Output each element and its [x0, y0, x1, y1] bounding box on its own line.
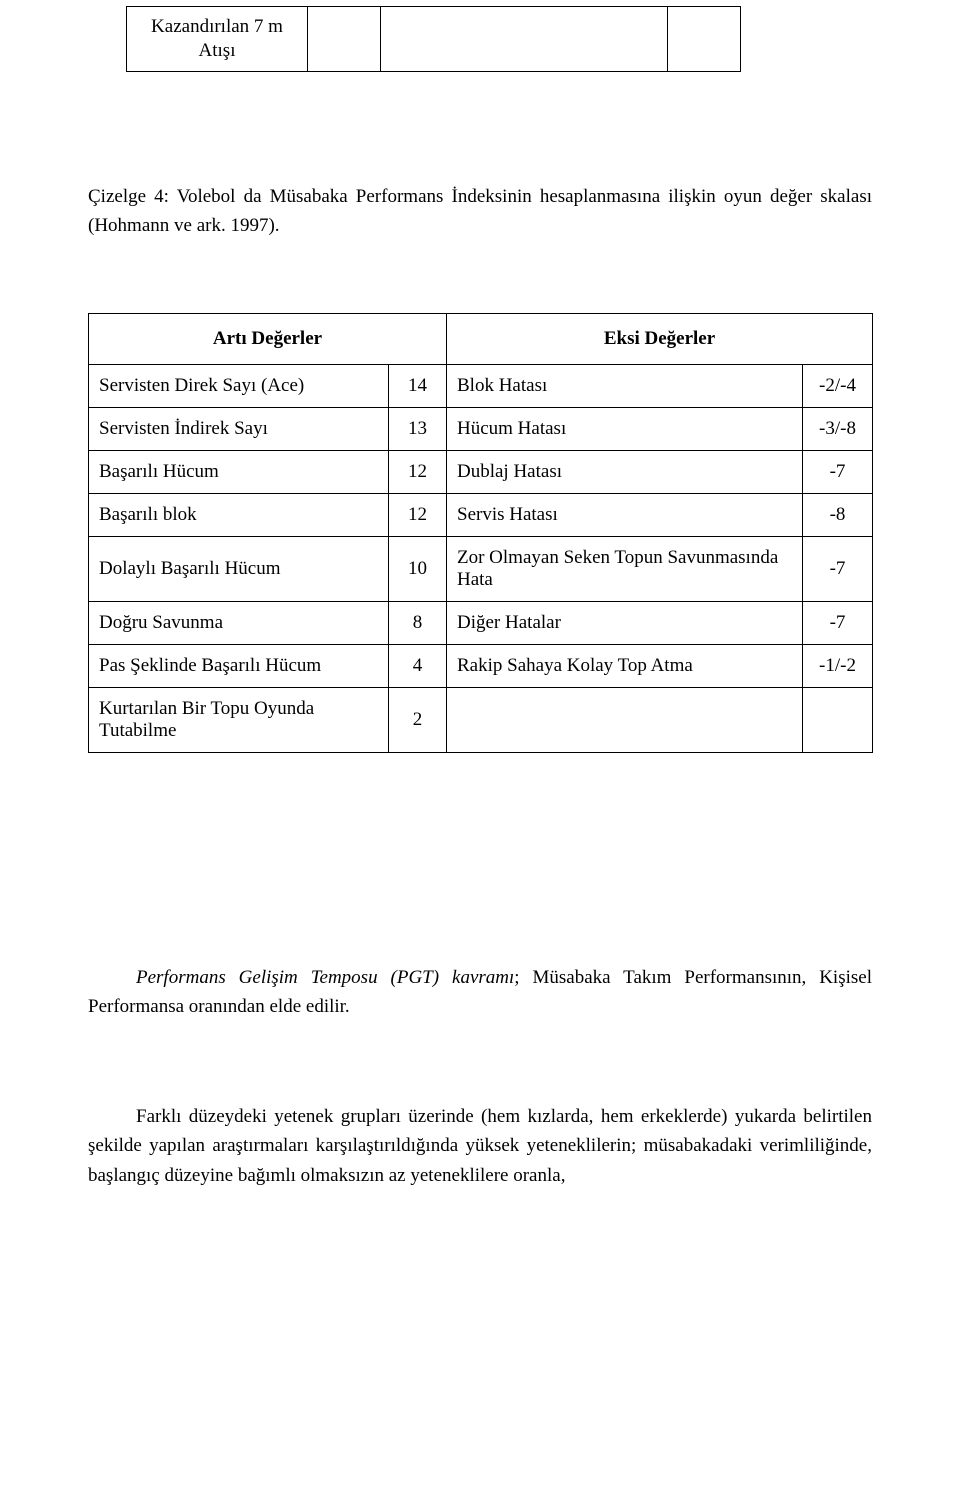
top-mini-row: Kazandırılan 7 m Atışı — [127, 7, 741, 72]
row-desc — [447, 687, 803, 752]
table-row: Doğru Savunma 8 Diğer Hatalar -7 — [89, 601, 873, 644]
vertical-gap — [88, 1022, 872, 1102]
top-cell-1-line2: Atışı — [199, 40, 236, 61]
table-row: Servisten Direk Sayı (Ace) 14 Blok Hatas… — [89, 364, 873, 407]
para2-text: Farklı düzeydeki yetenek grupları üzerin… — [88, 1106, 872, 1186]
top-cell-4 — [668, 7, 741, 72]
row-rval: -3/-8 — [803, 407, 873, 450]
header-left: Artı Değerler — [89, 313, 447, 364]
row-desc: Blok Hatası — [447, 364, 803, 407]
row-rval — [803, 687, 873, 752]
values-table-header-row: Artı Değerler Eksi Değerler — [89, 313, 873, 364]
row-label: Doğru Savunma — [89, 601, 389, 644]
row-rval: -7 — [803, 601, 873, 644]
values-table: Artı Değerler Eksi Değerler Servisten Di… — [88, 313, 873, 753]
table-row: Başarılı blok 12 Servis Hatası -8 — [89, 493, 873, 536]
table-row: Başarılı Hücum 12 Dublaj Hatası -7 — [89, 450, 873, 493]
header-right: Eksi Değerler — [447, 313, 873, 364]
row-rval: -7 — [803, 450, 873, 493]
row-label: Dolaylı Başarılı Hücum — [89, 536, 389, 601]
top-cell-1: Kazandırılan 7 m Atışı — [127, 7, 308, 72]
row-lval: 2 — [389, 687, 447, 752]
row-desc: Rakip Sahaya Kolay Top Atma — [447, 644, 803, 687]
row-lval: 10 — [389, 536, 447, 601]
row-label: Pas Şeklinde Başarılı Hücum — [89, 644, 389, 687]
page: Kazandırılan 7 m Atışı Çizelge 4: Volebo… — [0, 6, 960, 1495]
row-lval: 12 — [389, 493, 447, 536]
row-lval: 4 — [389, 644, 447, 687]
row-lval: 8 — [389, 601, 447, 644]
row-desc: Servis Hatası — [447, 493, 803, 536]
row-label: Servisten İndirek Sayı — [89, 407, 389, 450]
row-lval: 14 — [389, 364, 447, 407]
table-row: Kurtarılan Bir Topu Oyunda Tutabilme 2 — [89, 687, 873, 752]
top-cell-3 — [381, 7, 668, 72]
row-label: Başarılı blok — [89, 493, 389, 536]
table-row: Dolaylı Başarılı Hücum 10 Zor Olmayan Se… — [89, 536, 873, 601]
table-row: Servisten İndirek Sayı 13 Hücum Hatası -… — [89, 407, 873, 450]
row-label: Kurtarılan Bir Topu Oyunda Tutabilme — [89, 687, 389, 752]
row-desc: Zor Olmayan Seken Topun Savunmasında Hat… — [447, 536, 803, 601]
row-rval: -8 — [803, 493, 873, 536]
table-row: Pas Şeklinde Başarılı Hücum 4 Rakip Saha… — [89, 644, 873, 687]
row-label: Servisten Direk Sayı (Ace) — [89, 364, 389, 407]
row-desc: Hücum Hatası — [447, 407, 803, 450]
row-desc: Diğer Hatalar — [447, 601, 803, 644]
paragraph-1: Performans Gelişim Temposu (PGT) kavramı… — [88, 963, 872, 1022]
row-lval: 13 — [389, 407, 447, 450]
para1-lead: Performans Gelişim Temposu (PGT) kavramı — [136, 967, 514, 988]
figure-caption-text: Çizelge 4: Volebol da Müsabaka Performan… — [88, 186, 872, 236]
row-rval: -7 — [803, 536, 873, 601]
top-mini-table: Kazandırılan 7 m Atışı — [126, 6, 741, 72]
row-rval: -1/-2 — [803, 644, 873, 687]
top-cell-1-line1: Kazandırılan 7 m — [151, 16, 283, 37]
figure-caption: Çizelge 4: Volebol da Müsabaka Performan… — [88, 182, 872, 241]
row-rval: -2/-4 — [803, 364, 873, 407]
row-label: Başarılı Hücum — [89, 450, 389, 493]
row-desc: Dublaj Hatası — [447, 450, 803, 493]
row-lval: 12 — [389, 450, 447, 493]
vertical-gap — [88, 753, 872, 963]
top-cell-2 — [308, 7, 381, 72]
paragraph-2: Farklı düzeydeki yetenek grupları üzerin… — [88, 1102, 872, 1190]
